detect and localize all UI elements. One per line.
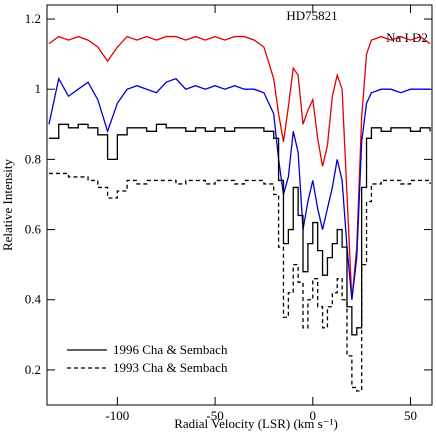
y-axis-label: Relative Intensity	[0, 158, 15, 251]
y-tick-label: 1.2	[25, 11, 41, 26]
x-tick-label: -100	[105, 408, 129, 423]
legend-label: 1993 Cha & Sembach	[113, 360, 228, 375]
spectrum-line	[48, 123, 431, 336]
x-axis-label: Radial Velocity (LSR) (km s⁻¹)	[174, 416, 338, 431]
y-tick-label: 0.8	[25, 151, 41, 166]
legend-label: 1996 Cha & Sembach	[113, 342, 228, 357]
spectrum-line	[48, 172, 431, 392]
spectrum-line	[48, 35, 431, 300]
x-tick-label: 50	[404, 408, 417, 423]
annotation: Na I D2	[386, 30, 428, 45]
x-tick-label: -50	[206, 408, 223, 423]
chart-title: HD75821	[286, 8, 337, 23]
spectrum-line	[48, 76, 431, 300]
plot-frame	[46, 4, 433, 406]
y-tick-label: 0.2	[25, 362, 41, 377]
y-tick-label: 0.6	[25, 222, 42, 237]
y-tick-label: 0.4	[25, 292, 42, 307]
y-tick-label: 1	[35, 81, 42, 96]
x-tick-label: 0	[310, 408, 317, 423]
